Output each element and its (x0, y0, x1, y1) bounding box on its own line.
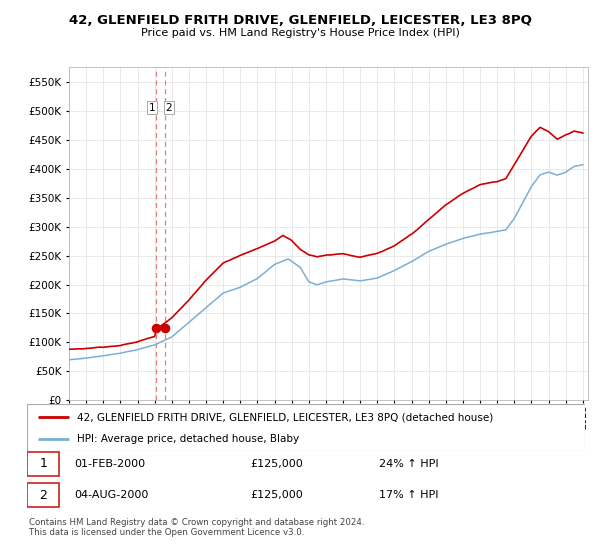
Text: 01-FEB-2000: 01-FEB-2000 (74, 459, 146, 469)
Text: 24% ↑ HPI: 24% ↑ HPI (379, 459, 438, 469)
Text: Price paid vs. HM Land Registry's House Price Index (HPI): Price paid vs. HM Land Registry's House … (140, 28, 460, 38)
Text: £125,000: £125,000 (250, 459, 303, 469)
Text: £125,000: £125,000 (250, 490, 303, 500)
FancyBboxPatch shape (27, 483, 59, 507)
Text: 2: 2 (166, 103, 172, 113)
FancyBboxPatch shape (27, 404, 585, 451)
Text: 42, GLENFIELD FRITH DRIVE, GLENFIELD, LEICESTER, LE3 8PQ: 42, GLENFIELD FRITH DRIVE, GLENFIELD, LE… (68, 14, 532, 27)
Point (151, 324, 161, 333)
Text: 42, GLENFIELD FRITH DRIVE, GLENFIELD, LEICESTER, LE3 8PQ (detached house): 42, GLENFIELD FRITH DRIVE, GLENFIELD, LE… (77, 412, 493, 422)
Text: HPI: Average price, detached house, Blaby: HPI: Average price, detached house, Blab… (77, 434, 299, 444)
Text: Contains HM Land Registry data © Crown copyright and database right 2024.
This d: Contains HM Land Registry data © Crown c… (29, 518, 364, 538)
Text: 2: 2 (39, 488, 47, 502)
FancyBboxPatch shape (27, 452, 59, 476)
Text: 17% ↑ HPI: 17% ↑ HPI (379, 490, 438, 500)
Point (160, 324, 169, 333)
Text: 1: 1 (39, 457, 47, 470)
Text: 1: 1 (149, 103, 155, 113)
Text: 04-AUG-2000: 04-AUG-2000 (74, 490, 149, 500)
